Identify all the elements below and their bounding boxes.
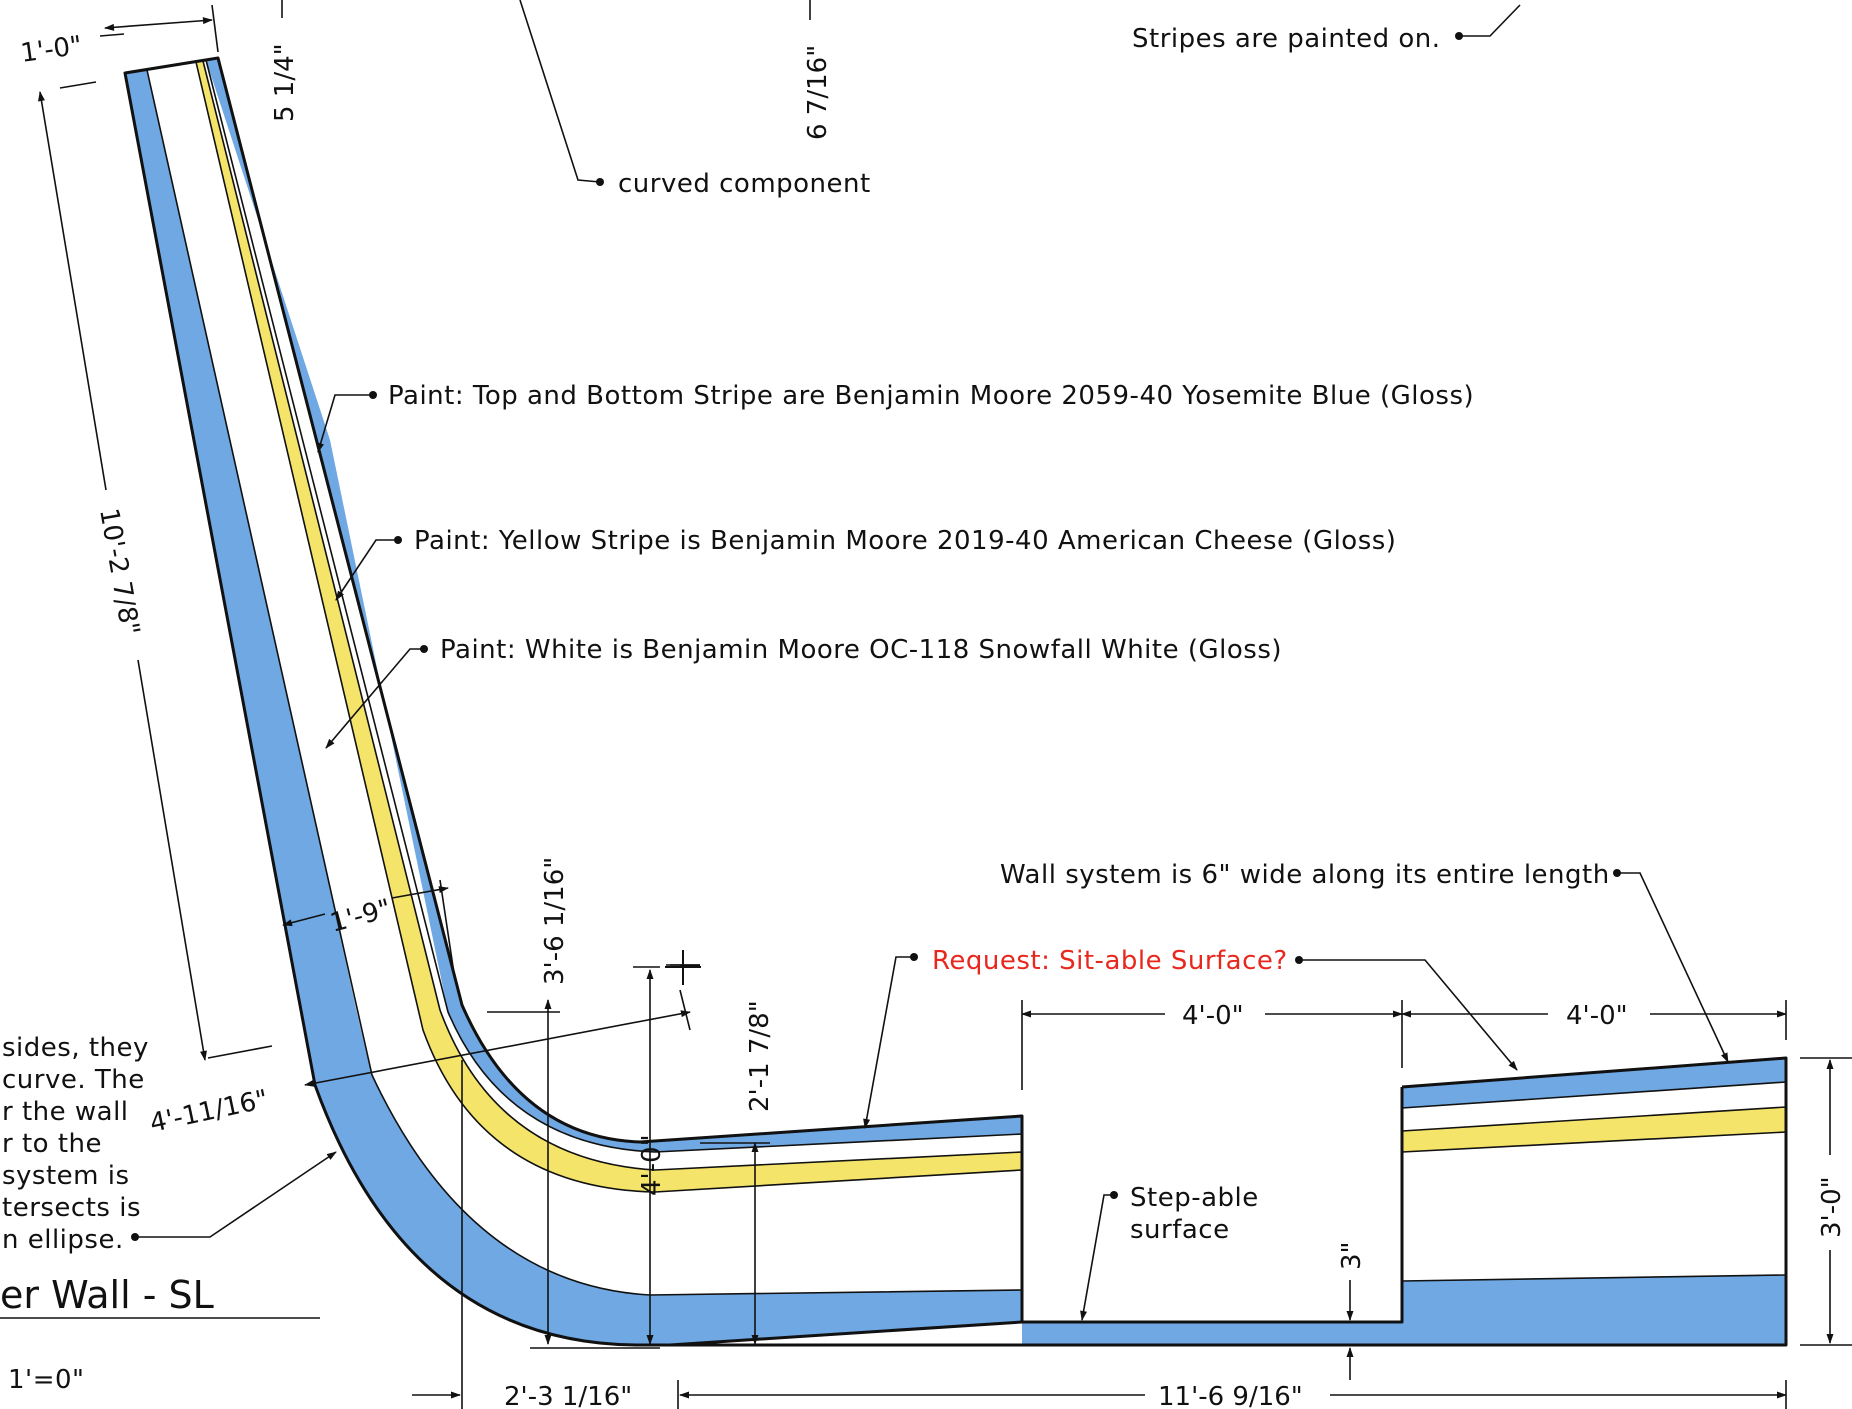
wall-right-segment (1401, 1056, 1788, 1347)
dim-5-1-4: 5 1/4" (270, 43, 300, 122)
dim-10-2-7-8: 10'-2 7/8" (93, 506, 145, 637)
dim-2-3-1-16: 2'-3 1/16" (504, 1382, 632, 1409)
right-bottom-blue (1402, 1275, 1786, 1345)
plus-mark-icon (665, 950, 701, 985)
dim-4-0-a: 4'-0" (1182, 1001, 1244, 1031)
svg-text:system is: system is (2, 1161, 130, 1191)
drawing-scale: 1'=0" (8, 1365, 84, 1395)
dim-4-11-16: 4'-11/16" (147, 1085, 271, 1139)
annotations: Stripes are painted on. curved component… (0, 24, 1847, 1409)
note-step-line2: surface (1130, 1215, 1230, 1245)
step-bottom-blue (1022, 1322, 1402, 1345)
note-wall-width: Wall system is 6" wide along its entire … (1000, 860, 1610, 890)
dim-4-0-vertical: 4'-0" (637, 1134, 667, 1196)
svg-text:curve. The: curve. The (2, 1065, 145, 1095)
dim-3in: 3" (1337, 1241, 1367, 1270)
dim-top-width: 1'-0" (19, 31, 84, 69)
note-curved-component: curved component (618, 169, 871, 199)
svg-text:tersects is: tersects is (2, 1193, 141, 1223)
note-step-line1: Step-able (1130, 1183, 1259, 1213)
dim-4-0-b: 4'-0" (1566, 1001, 1628, 1031)
dim-11-6-9-16: 11'-6 9/16" (1158, 1382, 1303, 1409)
wall-step (670, 1087, 1786, 1347)
note-paint-blue: Paint: Top and Bottom Stripe are Benjami… (388, 381, 1474, 411)
svg-text:n ellipse.: n ellipse. (2, 1225, 124, 1255)
note-stripes-painted: Stripes are painted on. (1132, 24, 1440, 54)
dim-3-0: 3'-0" (1817, 1176, 1847, 1238)
side-note: sides, they curve. The r the wall r to t… (2, 1033, 149, 1255)
right-top-blue (1402, 1058, 1786, 1108)
note-paint-yellow: Paint: Yellow Stripe is Benjamin Moore 2… (414, 526, 1396, 556)
leader-lines (0, 4, 1729, 1321)
svg-text:sides, they: sides, they (2, 1033, 149, 1063)
dimension-lines (38, 0, 1852, 1409)
note-request: Request: Sit-able Surface? (932, 946, 1288, 976)
note-paint-white: Paint: White is Benjamin Moore OC-118 Sn… (440, 635, 1282, 665)
right-yellow (1402, 1107, 1786, 1152)
dim-2-1-7-8: 2'-1 7/8" (745, 1000, 775, 1112)
yellow-stripe (196, 61, 1022, 1192)
svg-text:r to the: r to the (2, 1129, 102, 1159)
dim-3-6-1-16: 3'-6 1/16" (540, 857, 570, 985)
wall-curved-component (123, 56, 1024, 1347)
drawing-title: er Wall - SL (0, 1273, 214, 1317)
svg-text:r the wall: r the wall (2, 1097, 129, 1127)
dim-6-7-16: 6 7/16" (803, 45, 833, 140)
